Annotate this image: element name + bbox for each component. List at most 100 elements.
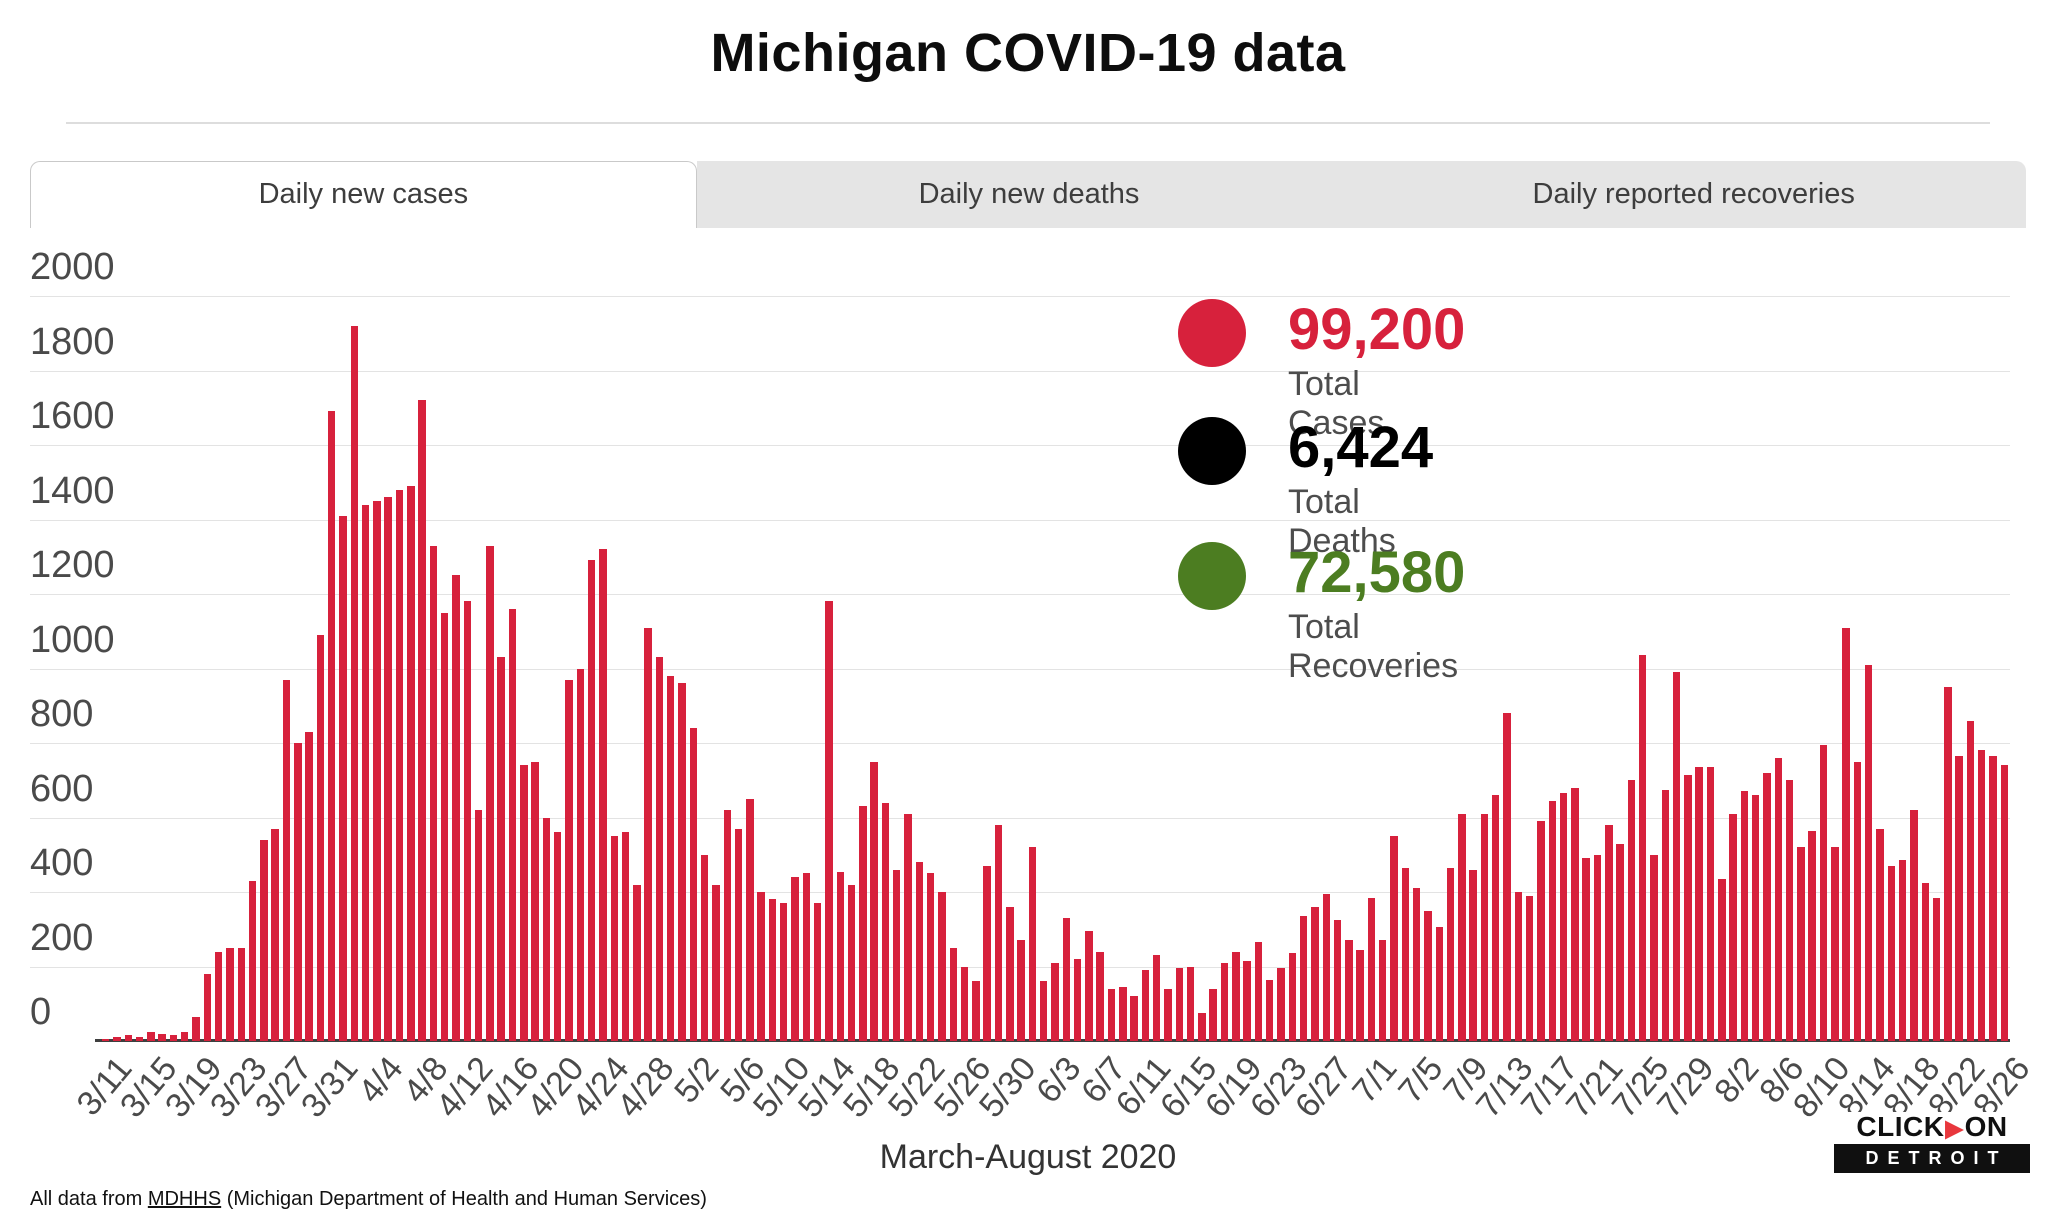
bar[interactable] [847,884,856,1041]
bar[interactable] [1548,800,1556,1041]
bar[interactable] [1842,627,1850,1041]
bar[interactable] [599,549,607,1041]
bar[interactable] [1695,767,1703,1041]
bar[interactable] [1435,927,1443,1041]
bar[interactable] [1051,962,1059,1041]
bar[interactable] [531,761,539,1041]
bar[interactable] [1819,744,1828,1041]
bar[interactable] [1480,813,1489,1041]
bar[interactable] [305,731,313,1041]
bar[interactable] [576,668,585,1041]
bar[interactable] [1333,919,1342,1041]
bar[interactable] [429,545,438,1041]
bar[interactable] [610,836,618,1041]
bar[interactable] [1254,942,1263,1041]
bar[interactable] [101,1039,110,1041]
bar[interactable] [700,854,709,1041]
bar[interactable] [1751,795,1760,1041]
bar[interactable] [949,947,957,1041]
bar[interactable] [1978,750,1986,1041]
mdhhs-link[interactable]: MDHHS [147,1188,222,1210]
bar[interactable] [1085,931,1093,1041]
bar[interactable] [260,839,268,1041]
bar[interactable] [972,981,980,1041]
bar[interactable] [1039,981,1048,1041]
bar[interactable] [1944,687,1952,1041]
bar[interactable] [1503,713,1511,1041]
bar[interactable] [158,1033,166,1041]
bar[interactable] [1220,962,1229,1041]
bar[interactable] [282,679,291,1041]
bar[interactable] [1028,847,1037,1041]
bar[interactable] [486,545,494,1041]
bar[interactable] [226,947,234,1041]
bar[interactable] [395,489,404,1041]
bar[interactable] [1164,988,1172,1041]
bar[interactable] [1458,813,1466,1041]
bar[interactable] [1322,893,1330,1041]
bar[interactable] [1345,940,1353,1041]
bar[interactable] [1593,854,1602,1041]
bar[interactable] [1379,940,1387,1041]
bar[interactable] [633,884,641,1041]
tab-daily-reported-recoveries[interactable]: Daily reported recoveries [1361,161,2027,228]
bar[interactable] [169,1035,178,1041]
bar[interactable] [881,802,890,1041]
bar[interactable] [271,828,279,1041]
bar[interactable] [1186,966,1195,1041]
bar[interactable] [1390,836,1398,1041]
bar[interactable] [1966,720,1975,1041]
bar[interactable] [1277,968,1285,1041]
bar[interactable] [1062,918,1071,1041]
bar[interactable] [734,828,743,1041]
bar[interactable] [1130,996,1138,1041]
bar[interactable] [1232,951,1240,1041]
bar[interactable] [667,675,675,1041]
bar[interactable] [1989,756,1997,1041]
bar[interactable] [712,884,720,1041]
bar[interactable] [327,411,336,1041]
bar[interactable] [1311,906,1319,1041]
bar[interactable] [1876,828,1884,1041]
bar[interactable] [192,1016,200,1041]
bar[interactable] [1266,979,1274,1041]
bar[interactable] [203,973,212,1041]
bar[interactable] [1684,774,1692,1041]
tab-daily-new-cases[interactable]: Daily new cases [30,161,697,228]
bar[interactable] [915,862,924,1041]
bar[interactable] [1763,772,1771,1041]
bar[interactable] [1797,847,1805,1041]
bar[interactable] [1152,955,1161,1041]
bar[interactable] [1638,655,1647,1041]
bar[interactable] [791,877,799,1041]
bar[interactable] [825,601,833,1041]
bar[interactable] [1492,795,1500,1041]
bar[interactable] [237,947,245,1041]
bar[interactable] [339,515,347,1041]
bar[interactable] [2000,765,2009,1041]
bar[interactable] [621,832,630,1041]
bar[interactable] [1718,878,1726,1041]
bar[interactable] [316,634,325,1041]
bar[interactable] [644,627,652,1041]
bar[interactable] [1288,953,1297,1041]
bar[interactable] [1853,761,1862,1041]
bar[interactable] [350,325,358,1041]
bar[interactable] [960,966,969,1041]
bar[interactable] [926,873,935,1041]
bar[interactable] [1446,867,1455,1041]
bar[interactable] [1661,789,1670,1041]
bar[interactable] [1672,672,1681,1041]
bar[interactable] [689,728,698,1041]
bar[interactable] [678,683,686,1041]
bar[interactable] [1898,860,1907,1041]
bar[interactable] [1356,949,1364,1041]
bar[interactable] [1119,986,1127,1041]
bar[interactable] [1605,824,1613,1041]
bar[interactable] [181,1031,189,1041]
bar[interactable] [1955,756,1963,1041]
bar[interactable] [1401,867,1410,1041]
bar[interactable] [113,1037,121,1041]
bar[interactable] [802,873,811,1041]
bar[interactable] [746,798,754,1041]
